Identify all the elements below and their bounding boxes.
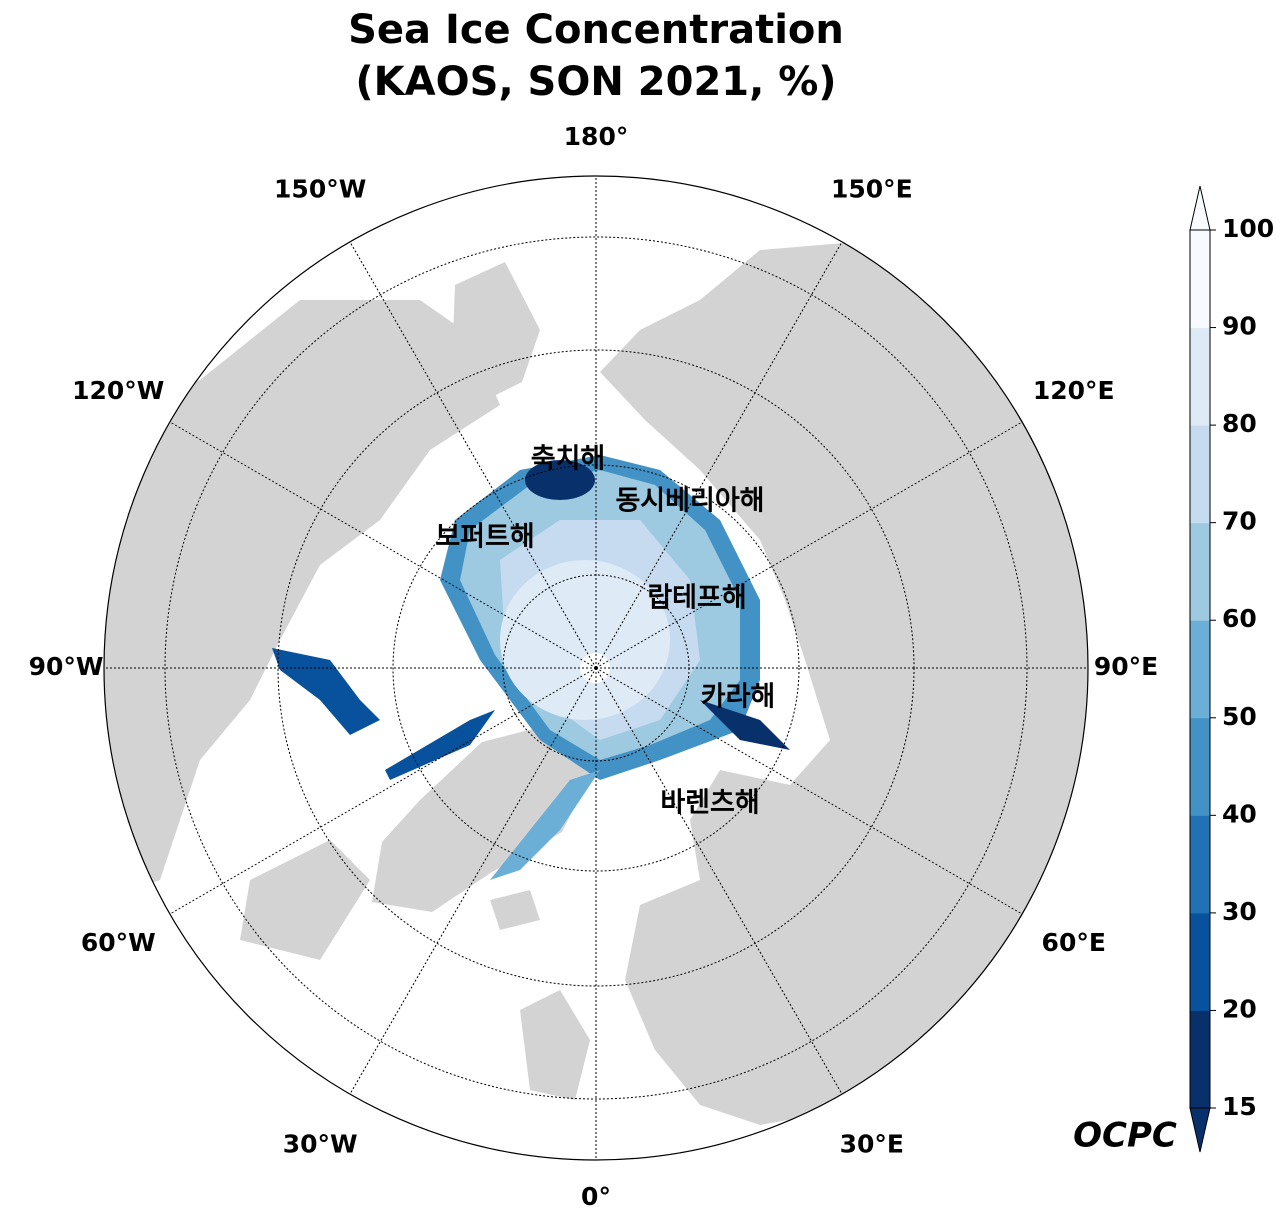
sea-label: 카라해 [701,682,776,713]
meridian-label: 60°E [1042,928,1106,957]
colorbar-segment [1190,912,1210,1011]
meridian-label: 0° [581,1182,611,1211]
land [104,240,1088,1125]
colorbar-tick-label: 70 [1222,507,1257,536]
meridian-label: 180° [564,122,629,151]
meridian-line [349,667,597,1095]
meridian-line [349,241,597,669]
meridian-line [595,667,1023,915]
meridian-label: 120°E [1033,376,1115,405]
meridian-line [169,421,597,669]
meridian-label: 120°W [72,376,164,405]
title-line: Sea Ice Concentration [348,7,844,53]
colorbar-segment [1190,425,1210,524]
meridian-line [595,421,1023,669]
meridian-label: 90°E [1094,652,1158,681]
colorbar-extend-max [1189,185,1211,231]
logo: OCPC [1073,1116,1177,1156]
colorbar-segment [1190,620,1210,719]
colorbar-tick-label: 60 [1222,604,1257,633]
meridian-label: 90°W [29,652,104,681]
colorbar-segment [1190,327,1210,426]
colorbar-segment [1190,717,1210,816]
colorbar-segment [1190,1010,1210,1109]
meridian-line [169,667,597,915]
colorbar-tick-label: 100 [1222,214,1274,243]
sea-label: 바렌츠해 [660,788,759,819]
colorbar-segment [1190,815,1210,914]
sea-label: 보퍼트해 [435,522,534,553]
meridian-label: 30°E [840,1130,904,1159]
meridian-label: 60°W [81,928,156,957]
colorbar-extend-min [1189,1107,1211,1153]
meridian-line [595,667,843,1095]
colorbar-tick-label: 15 [1222,1092,1257,1121]
title-line: (KAOS, SON 2021, %) [355,59,836,105]
meridian-label: 30°W [283,1130,358,1159]
sea-label: 동시베리아해 [615,486,764,517]
map-area [104,176,1088,1160]
meridian-line [595,241,843,669]
colorbar-tick-label: 90 [1222,312,1257,341]
colorbar-tick-label: 40 [1222,799,1257,828]
colorbar-tick-label: 30 [1222,897,1257,926]
map-border [103,175,1089,1161]
meridian-label: 150°E [831,174,913,203]
sea-label: 랍테프해 [647,583,746,614]
meridian-label: 150°W [274,174,366,203]
colorbar-tick-label: 50 [1222,702,1257,731]
colorbar-tick-label: 80 [1222,409,1257,438]
sea-label: 축치해 [531,444,606,475]
graticule [104,176,1088,1160]
colorbar-segment [1190,230,1210,329]
colorbar-tick-label: 20 [1222,994,1257,1023]
colorbar-frame [1189,229,1211,1109]
colorbar-segment [1190,522,1210,621]
